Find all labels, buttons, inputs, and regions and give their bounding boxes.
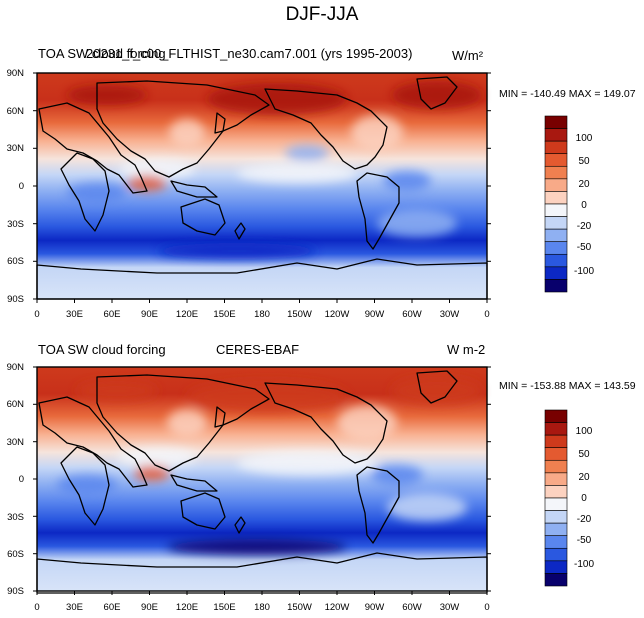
p2-cb-label: -20 [577,514,592,525]
colorbar-swatch [544,253,568,268]
colorbar-swatch [544,203,568,217]
p2-lat-label: 60S [7,549,24,560]
p2-lat-label: 60N [7,399,25,410]
colorbar-swatch [544,178,568,192]
panel1-colorbar [544,115,568,293]
p2-lat-label: 0 [19,474,24,485]
p1-lon-label: 0 [484,309,489,320]
p2-lon-label: 0 [484,602,489,613]
colorbar-swatch [544,459,568,474]
panel2-min-max: MIN = -153.88 MAX = 143.59 [499,380,636,392]
colorbar-swatch [544,191,568,205]
p2-lon-label: 90E [141,602,158,613]
panel2-units: W m-2 [447,342,486,357]
colorbar-swatch [544,216,568,230]
colorbar-swatch [544,573,568,587]
colorbar-swatch [544,472,568,486]
p1-lat-label: 30S [7,219,24,230]
colorbar-swatch [544,165,568,180]
p2-lat-label: 30S [7,512,24,523]
p1-cb-label: 20 [578,179,590,190]
colorbar-swatch [544,128,568,142]
colorbar-swatch [544,422,568,436]
p1-lon-label: 150E [213,309,235,320]
p2-cb-label: 50 [578,449,590,460]
p1-cb-label: -20 [577,221,592,232]
p1-lat-label: 90S [7,294,24,305]
p1-cb-label: 50 [578,156,590,167]
p1-lon-label: 120E [176,309,198,320]
p2-cb-label: -50 [577,535,592,546]
panel2-colorbar [544,409,568,587]
p1-lon-label: 180 [254,309,270,320]
colorbar-swatch [544,535,568,549]
p1-lon-label: 60W [402,309,422,320]
p2-lon-label: 150W [287,602,312,613]
p2-lon-label: 120E [176,602,198,613]
colorbar-swatch [544,510,568,524]
p1-lon-label: 60E [104,309,121,320]
p1-lon-label: 150W [287,309,312,320]
p2-lon-label: 60E [104,602,121,613]
p2-lon-label: 60W [402,602,422,613]
p1-lon-label: 30E [66,309,83,320]
panel1-units: W/m² [452,48,484,63]
panel1-map [36,72,488,300]
p1-lon-label: 90W [365,309,385,320]
colorbar-swatch [544,434,568,449]
colorbar-swatch [544,140,568,155]
p1-cb-label: 0 [581,200,587,211]
p2-lat-label: 90S [7,586,24,597]
colorbar-swatch [544,447,568,461]
colorbar-swatch [544,522,568,537]
p2-lon-label: 180 [254,602,270,613]
panel2-map [36,366,488,594]
colorbar-swatch [544,409,568,423]
colorbar-swatch [544,115,568,129]
colorbar-swatch [544,228,568,243]
panel2-center-title: CERES-EBAF [216,342,300,357]
p2-lon-label: 150E [213,602,235,613]
p1-lon-label: 30W [440,309,460,320]
p2-cb-label: -100 [574,559,594,570]
p2-cb-label: 20 [578,472,590,483]
p1-lon-label: 90E [141,309,158,320]
p2-cb-label: 100 [576,426,593,437]
p1-cb-label: 100 [576,133,593,144]
p1-lat-label: 60S [7,256,24,267]
colorbar-swatch [544,547,568,562]
p2-cb-label: 0 [581,493,587,504]
p2-lon-label: 30E [66,602,83,613]
p1-cb-label: -50 [577,242,592,253]
p1-lat-label: 60N [7,106,25,117]
p1-lat-label: 0 [19,181,24,192]
p2-lat-label: 30N [7,437,25,448]
colorbar-swatch [544,497,568,511]
p1-lon-label: 0 [34,309,39,320]
p1-cb-label: -100 [574,266,594,277]
colorbar-swatch [544,485,568,499]
p1-lat-label: 30N [7,143,25,154]
colorbar-swatch [544,153,568,167]
colorbar-swatch [544,279,568,293]
p2-lon-label: 0 [34,602,39,613]
p2-lon-label: 90W [365,602,385,613]
panel1-center-title: 20231_f_c00_FLTHIST_ne30.cam7.001 (yrs 1… [86,46,413,61]
p1-lat-label: 90N [7,68,25,79]
panel2-left-title: TOA SW cloud forcing [38,342,166,357]
colorbar-swatch [544,266,568,280]
p1-lon-label: 120W [325,309,350,320]
panel1-left-title: TOA SW cloud forcing [38,46,166,61]
figure-title: DJF-JJA [285,4,359,25]
colorbar-swatch [544,560,568,574]
p2-lon-label: 120W [325,602,350,613]
panel1-min-max: MIN = -140.49 MAX = 149.07 [499,88,636,100]
colorbar-swatch [544,241,568,255]
p2-lon-label: 30W [440,602,460,613]
p2-lat-label: 90N [7,362,25,373]
